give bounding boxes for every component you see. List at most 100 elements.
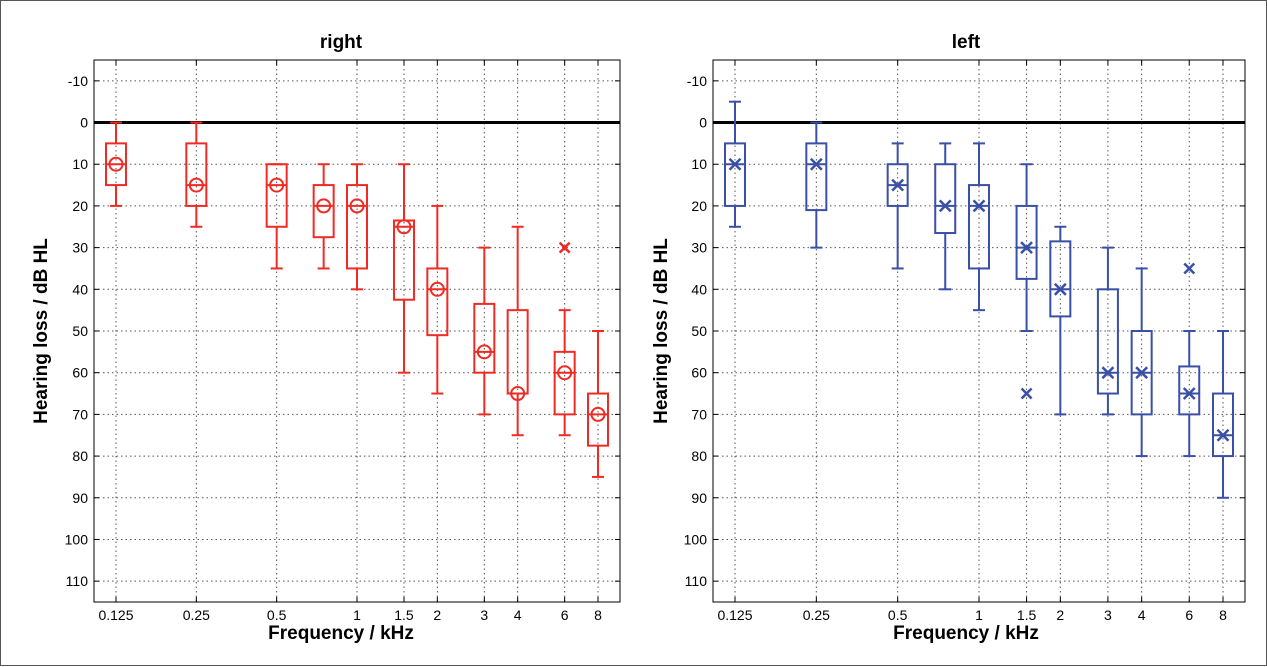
outlier-marker [558, 241, 571, 254]
x-tick-label: 0.25 [183, 607, 210, 623]
y-tick-label: 20 [72, 198, 88, 214]
median-marker [269, 177, 285, 193]
iqr-box [805, 142, 828, 212]
box-group [724, 100, 746, 228]
iqr-box [1049, 240, 1072, 318]
x-tick-label: 0.5 [888, 607, 908, 623]
iqr-box [265, 163, 288, 228]
y-tick-label: 100 [684, 531, 708, 547]
x-axis-label: Frequency / kHz [268, 623, 414, 644]
median-marker [590, 406, 606, 422]
y-tick-label: 90 [72, 490, 88, 506]
box-group [346, 163, 368, 291]
panel-title: right [320, 32, 363, 53]
iqr-box [1096, 288, 1119, 395]
x-tick-label: 4 [514, 607, 522, 623]
median-marker [476, 344, 492, 360]
outlier-marker [1020, 387, 1033, 400]
y-tick-label: 30 [691, 240, 707, 256]
box-group [1015, 163, 1038, 400]
box-group [312, 163, 335, 270]
y-tick-label: 110 [66, 573, 89, 589]
x-tick-label: 4 [1138, 607, 1146, 623]
iqr-box [968, 184, 990, 270]
iqr-box [1178, 365, 1201, 416]
box-group [553, 241, 576, 437]
y-tick-label: -10 [687, 73, 707, 89]
median-marker [108, 156, 124, 172]
median-marker [728, 157, 742, 171]
x-axis-label: Frequency / kHz [893, 623, 1039, 644]
iqr-box [587, 392, 609, 447]
y-axis-label: Hearing loss / dB HL [31, 238, 52, 424]
median-marker [972, 199, 986, 213]
y-tick-label: 60 [72, 365, 88, 381]
box-group [105, 121, 127, 207]
y-tick-label: 70 [691, 406, 707, 422]
y-tick-label: 10 [72, 156, 88, 172]
y-tick-label: 90 [691, 490, 707, 506]
y-tick-label: 10 [691, 156, 707, 172]
x-tick-label: 1 [975, 607, 983, 623]
y-tick-label: 100 [65, 531, 89, 547]
median-marker [349, 198, 365, 214]
y-tick-label: -10 [68, 73, 88, 89]
y-tick-label: 50 [691, 323, 707, 339]
box-group [1212, 330, 1234, 499]
median-marker [809, 157, 823, 171]
iqr-box [934, 163, 957, 235]
x-tick-label: 0.125 [98, 607, 133, 623]
x-tick-label: 0.5 [267, 607, 287, 623]
iqr-box [473, 302, 496, 374]
iqr-box [346, 184, 368, 270]
median-marker [188, 177, 204, 193]
y-tick-label: 40 [72, 281, 88, 297]
x-tick-label: 1.5 [394, 607, 414, 623]
iqr-box [724, 142, 746, 207]
box-group [185, 121, 208, 228]
median-marker [1020, 241, 1033, 254]
x-tick-label: 3 [1104, 607, 1112, 623]
x-tick-label: 1 [353, 607, 361, 623]
box-group [934, 142, 957, 291]
median-marker [1101, 366, 1115, 380]
panel-right: right Frequency / kHz Hearing loss / dB … [31, 32, 414, 644]
y-tick-label: 20 [691, 198, 707, 214]
x-tick-label: 0.125 [717, 607, 752, 623]
iqr-box [553, 350, 576, 416]
box-group [426, 204, 449, 395]
median-marker [891, 178, 905, 192]
iqr-box [312, 184, 335, 239]
median-marker [396, 219, 412, 235]
x-tick-label: 8 [594, 607, 602, 623]
y-tick-label: 70 [72, 406, 88, 422]
y-tick-label: 80 [691, 448, 707, 464]
x-tick-label: 6 [1185, 607, 1193, 623]
outlier-marker [1183, 262, 1196, 275]
box-group [587, 330, 609, 478]
y-tick-label: 60 [691, 365, 707, 381]
box-group [506, 225, 529, 437]
x-tick-label: 2 [1056, 607, 1064, 623]
box-group [886, 142, 909, 270]
y-tick-label: 30 [72, 240, 88, 256]
median-marker [429, 281, 445, 297]
median-marker [1216, 428, 1230, 442]
median-marker [557, 365, 573, 381]
x-tick-label: 6 [561, 607, 569, 623]
box-group [968, 142, 990, 312]
box-group [473, 246, 496, 416]
plot-area: -10 0 10 20 30 40 50 60 70 80 90 100 110 0.125 0.25 0.5… [684, 59, 1246, 623]
panel-left: left Frequency / kHz Hearing loss / dB H… [651, 32, 1039, 644]
median-marker [510, 386, 526, 402]
y-tick-label: 110 [685, 573, 708, 589]
y-tick-label: 40 [691, 281, 707, 297]
median-marker [316, 198, 332, 214]
median-marker [938, 199, 952, 213]
iqr-box [1212, 392, 1234, 458]
box-group [805, 121, 828, 249]
panel-title: left [952, 32, 981, 53]
box-group [1096, 246, 1119, 416]
box-group [1178, 262, 1201, 458]
